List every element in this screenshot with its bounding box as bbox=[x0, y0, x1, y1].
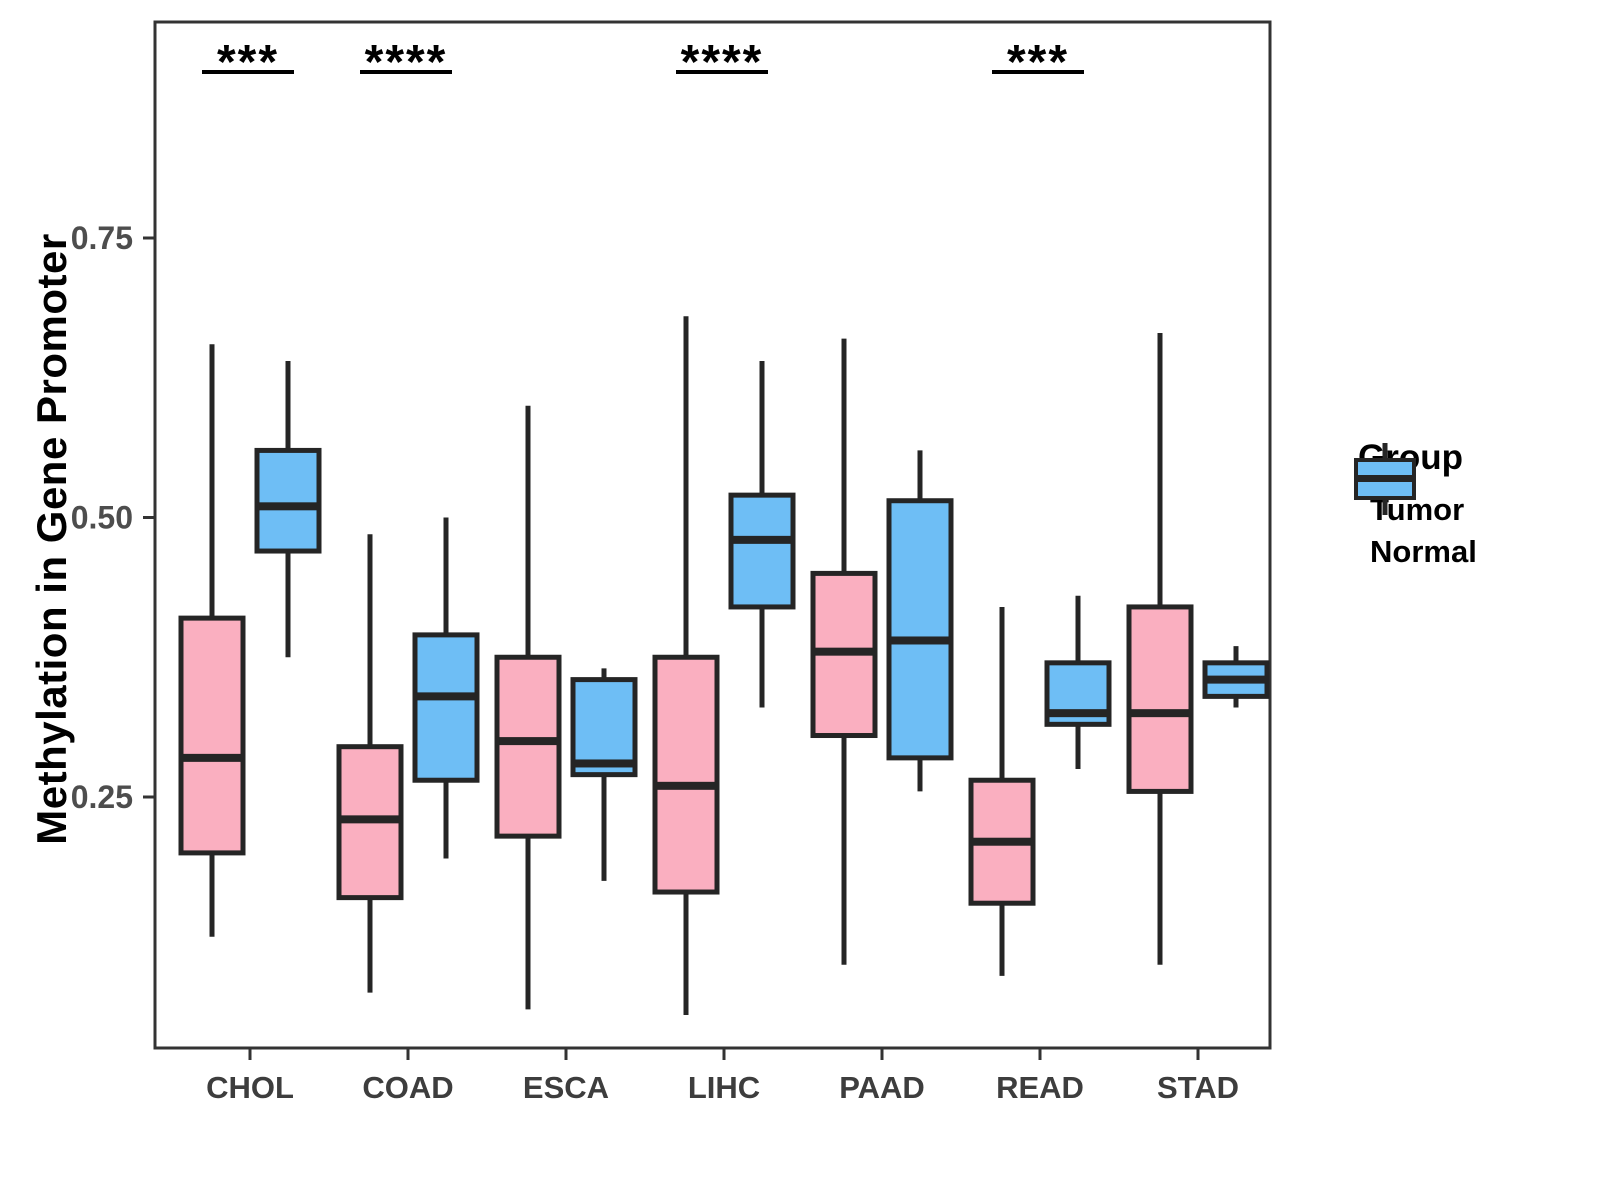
significance-stars-read: *** bbox=[1007, 36, 1069, 89]
median-tumor-paad bbox=[813, 647, 875, 656]
y-tick-label: 0.50 bbox=[71, 500, 133, 536]
x-tick-label-stad: STAD bbox=[1157, 1070, 1239, 1105]
box-normal-esca bbox=[570, 677, 638, 778]
median-normal-lihc bbox=[731, 535, 793, 544]
median-normal-read bbox=[1047, 709, 1109, 718]
median-normal-paad bbox=[889, 636, 951, 645]
y-axis-title: Methylation in Gene Promoter bbox=[28, 233, 75, 845]
median-normal-esca bbox=[573, 759, 635, 768]
box-tumor-esca bbox=[494, 654, 562, 839]
median-normal-chol bbox=[257, 502, 319, 511]
x-tick-label-esca: ESCA bbox=[523, 1070, 609, 1105]
x-tick-label-lihc: LIHC bbox=[688, 1070, 760, 1105]
x-tick-label-read: READ bbox=[996, 1070, 1084, 1105]
median-tumor-lihc bbox=[655, 781, 717, 790]
box-tumor-stad bbox=[1126, 604, 1194, 794]
median-tumor-chol bbox=[181, 753, 243, 762]
y-tick-label: 0.75 bbox=[71, 220, 133, 256]
legend-entry-normal: Normal bbox=[1352, 443, 1477, 570]
significance-stars-chol: *** bbox=[217, 36, 279, 89]
box-normal-lihc bbox=[728, 492, 796, 610]
median-tumor-esca bbox=[497, 737, 559, 746]
legend: Group Tumor Normal bbox=[1352, 438, 1477, 576]
x-tick-label-chol: CHOL bbox=[206, 1070, 294, 1105]
y-tick-label: 0.25 bbox=[71, 779, 133, 815]
median-tumor-stad bbox=[1129, 709, 1191, 718]
legend-label-normal: Normal bbox=[1370, 534, 1477, 569]
box-normal-paad bbox=[886, 498, 954, 761]
legend-entries: Tumor Normal bbox=[1352, 443, 1477, 570]
box-normal-coad bbox=[412, 632, 480, 783]
box-normal-chol bbox=[254, 447, 322, 554]
box-tumor-lihc bbox=[652, 654, 720, 895]
median-tumor-coad bbox=[339, 815, 401, 824]
significance-stars-coad: **** bbox=[365, 36, 448, 89]
median-normal-coad bbox=[415, 692, 477, 701]
legend-key-normal-icon bbox=[1354, 443, 1416, 515]
x-tick-label-paad: PAAD bbox=[839, 1070, 925, 1105]
x-tick-label-coad: COAD bbox=[362, 1070, 453, 1105]
median-normal-stad bbox=[1205, 675, 1267, 684]
significance-stars-lihc: **** bbox=[681, 36, 764, 89]
median-tumor-read bbox=[971, 837, 1033, 846]
box-tumor-chol bbox=[178, 615, 246, 856]
